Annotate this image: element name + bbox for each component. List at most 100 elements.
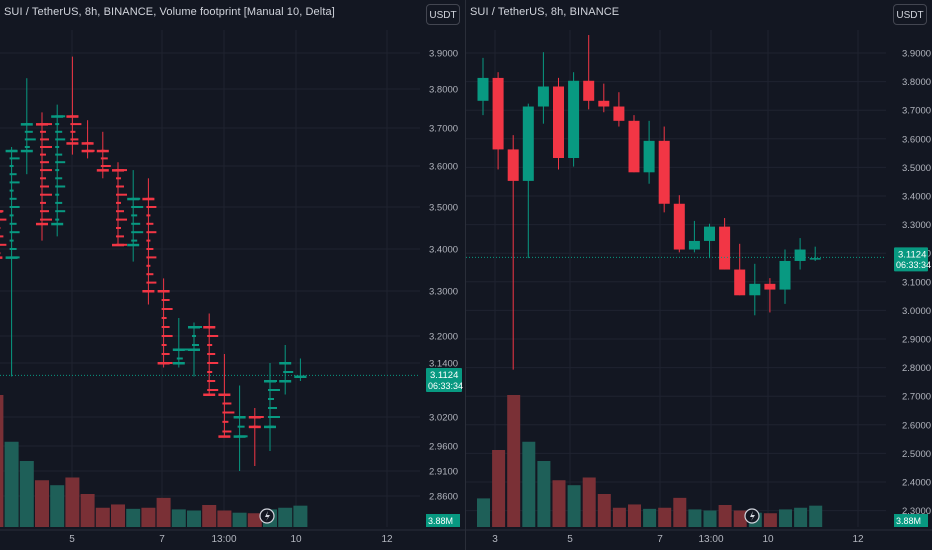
footprint-level	[55, 177, 63, 180]
footprint-open-close	[279, 380, 292, 383]
candle-body	[734, 269, 746, 296]
y-axis-label: 2.9100	[429, 467, 458, 478]
footprint-open-close	[279, 362, 292, 365]
y-axis-label: 2.4000	[902, 478, 931, 489]
candle-body	[568, 80, 580, 158]
volume-bar	[673, 497, 687, 527]
footprint-open-close	[112, 169, 124, 172]
footprint-level	[9, 197, 17, 200]
volume-bar	[65, 477, 80, 527]
footprint-open-close	[81, 149, 94, 153]
footprint-open-close	[5, 149, 18, 153]
candle-body	[598, 100, 610, 107]
footprint-open-close	[127, 197, 140, 201]
y-axis-label: 3.6000	[902, 134, 931, 145]
candle-body	[507, 149, 519, 181]
footprint-level	[55, 146, 60, 148]
x-axis-label: 7	[657, 534, 663, 545]
footprint-level	[116, 201, 121, 204]
footprint-level	[116, 235, 124, 238]
footprint-level	[40, 218, 52, 221]
y-axis-label: 3.9000	[902, 49, 931, 60]
footprint-level	[100, 165, 111, 167]
volume-bar	[126, 508, 141, 527]
volume-bar	[688, 509, 702, 527]
footprint-open-close	[36, 123, 48, 126]
footprint-open-close	[248, 416, 261, 419]
price-tag-value: 3.1124	[898, 249, 926, 260]
right-currency-button[interactable]: USDT	[893, 4, 927, 25]
y-axis-label: 2.5000	[902, 449, 931, 460]
footprint-level	[55, 153, 63, 156]
x-axis-label: 10	[762, 534, 774, 545]
y-axis-label: 3.5000	[429, 203, 458, 214]
volume-bar	[597, 494, 611, 527]
volume-bar	[80, 494, 95, 527]
footprint-level	[131, 222, 141, 225]
pane-divider[interactable]	[465, 0, 466, 550]
footprint-level	[146, 239, 151, 242]
footprint-level	[192, 335, 196, 337]
footprint-level	[40, 193, 52, 196]
footprint-level	[131, 214, 138, 217]
x-axis-label: 5	[567, 534, 573, 545]
candle-body	[492, 77, 504, 150]
footprint-open-close	[112, 243, 124, 247]
volume-bar	[217, 510, 232, 527]
y-axis-label: 2.6000	[902, 420, 931, 431]
candle-body	[477, 77, 489, 101]
volume-bar	[507, 395, 521, 527]
footprint-level	[146, 281, 157, 284]
footprint-level	[40, 210, 49, 213]
footprint-open-close	[20, 123, 33, 126]
footprint-open-close	[233, 416, 246, 419]
y-axis-label: 3.2000	[429, 332, 458, 343]
left-currency-button[interactable]: USDT	[426, 4, 460, 25]
y-axis-label: 3.4000	[429, 245, 458, 256]
footprint-open-close	[20, 149, 33, 153]
volume-tag-value: 3.88M	[428, 516, 453, 526]
footprint-level	[131, 231, 144, 234]
footprint-level	[0, 235, 4, 238]
footprint-level	[9, 231, 20, 234]
footprint-level	[131, 239, 138, 242]
left-chart-title: SUI / TetherUS, 8h, BINANCE, Volume foot…	[4, 6, 335, 18]
footprint-level	[131, 206, 144, 208]
volume-bar	[187, 510, 201, 527]
candle-body	[537, 86, 549, 107]
volume-bar	[0, 395, 4, 527]
right-chart-pane[interactable]: 3.9000 3.8000 3.7000 3.6000 3.5000 3.4000 3.30…	[466, 0, 932, 550]
volume-bar	[19, 461, 34, 527]
volume-bar	[658, 507, 672, 527]
candle-body	[522, 106, 534, 181]
footprint-level	[9, 248, 17, 250]
volume-bar	[628, 504, 641, 527]
y-axis-label: 3.3000	[429, 287, 458, 298]
candle-body	[704, 226, 715, 241]
footprint-open-close	[203, 326, 216, 329]
candle-body	[809, 258, 821, 260]
left-chart-pane[interactable]: 3.9000 3.8000 3.7000 3.6000 3.5000 3.4000 3.30…	[0, 0, 466, 550]
y-axis-label: 3.3000	[902, 220, 931, 231]
footprint-level	[161, 353, 170, 355]
footprint-open-close	[5, 256, 18, 259]
right-chart-title: SUI / TetherUS, 8h, BINANCE	[470, 6, 620, 18]
footprint-level	[161, 308, 173, 310]
y-axis-label: 3.7000	[902, 106, 931, 117]
footprint-level	[70, 130, 76, 133]
volume-bar	[794, 507, 808, 527]
footprint-open-close	[294, 375, 307, 378]
left-chart-canvas[interactable]: 3.9000 3.8000 3.7000 3.6000 3.5000 3.4000 3.30…	[0, 0, 466, 550]
footprint-level	[192, 344, 199, 346]
footprint-level	[55, 130, 63, 133]
y-axis-label: 2.9600	[429, 442, 458, 453]
footprint-level	[55, 138, 66, 141]
x-axis-label: 10	[290, 534, 302, 545]
right-chart-canvas[interactable]: 3.9000 3.8000 3.7000 3.6000 3.5000 3.4000 3.30…	[466, 0, 932, 550]
x-axis-label: 7	[159, 534, 165, 545]
footprint-level	[116, 210, 124, 213]
footprint-level	[268, 398, 274, 400]
footprint-level	[55, 161, 66, 164]
footprint-level	[222, 402, 232, 405]
volume-bar	[202, 505, 217, 527]
